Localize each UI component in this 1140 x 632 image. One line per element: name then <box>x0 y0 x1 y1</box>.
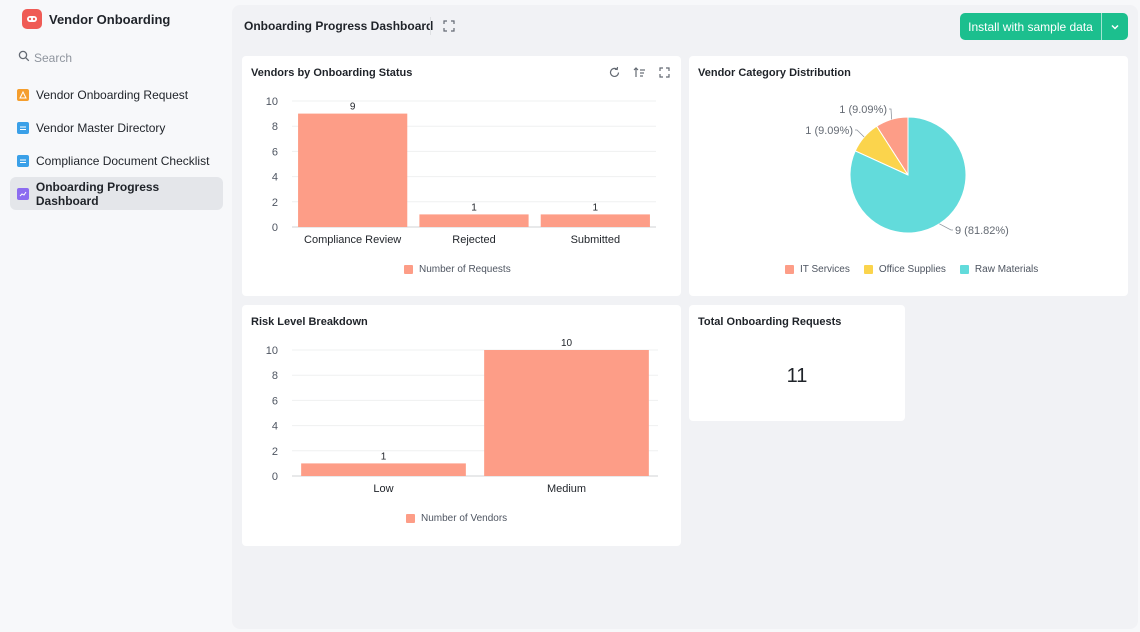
app-header[interactable]: Vendor Onboarding <box>22 8 170 30</box>
refresh-icon[interactable] <box>608 66 621 79</box>
legend-item[interactable]: Raw Materials <box>959 264 1039 275</box>
legend-swatch <box>406 514 415 523</box>
legend-label: Number of Vendors <box>421 513 508 524</box>
data-label: 9 <box>350 102 356 113</box>
y-tick-label: 6 <box>272 395 278 407</box>
legend-item[interactable]: Office Supplies <box>863 264 946 275</box>
y-tick-label: 10 <box>266 345 278 357</box>
sidebar-item-label: Vendor Master Directory <box>36 120 166 135</box>
search-placeholder: Search <box>34 51 73 65</box>
leader-line <box>939 223 953 231</box>
y-tick-label: 4 <box>272 421 278 433</box>
y-tick-label: 8 <box>272 121 278 133</box>
card-title: Vendors by Onboarding Status <box>251 67 413 79</box>
sidebar-item-label: Compliance Document Checklist <box>36 153 210 168</box>
data-label: 1 <box>381 451 387 462</box>
status-chart-card: Vendors by Onboarding Status 0 2 4 6 8 10 9 Com… <box>242 56 681 296</box>
legend-label: Number of Requests <box>419 264 511 275</box>
sidebar: Vendor Onboarding Search Vendor Onboardi… <box>0 0 232 632</box>
install-button-label: Install with sample data <box>968 19 1093 34</box>
leader-line <box>855 129 865 138</box>
y-tick-label: 4 <box>272 172 278 184</box>
legend-label: Raw Materials <box>974 264 1039 275</box>
y-tick-label: 8 <box>272 370 278 382</box>
risk-chart-card: Risk Level Breakdown 0 2 4 6 8 10 1 Low 10 Medium… <box>242 305 681 546</box>
form-icon <box>17 88 29 101</box>
sidebar-item-compliance-document-checklist[interactable]: Compliance Document Checklist <box>10 144 223 177</box>
chart-legend: IT Services Office Supplies Raw Material… <box>785 264 1038 275</box>
card-title: Vendor Category Distribution <box>698 67 851 79</box>
sidebar-item-vendor-onboarding-request[interactable]: Vendor Onboarding Request <box>10 78 223 111</box>
data-label: 1 <box>471 202 477 213</box>
category-pie-chart: 1 (9.09%) 1 (9.09%) 9 (81.82%) <box>805 104 1009 237</box>
legend-swatch <box>863 265 873 274</box>
pie-data-label: 1 (9.09%) <box>805 125 853 137</box>
sidebar-nav: Vendor Onboarding Request Vendor Master … <box>10 78 223 210</box>
data-label: 10 <box>561 338 573 349</box>
search-icon <box>18 49 30 67</box>
bar <box>419 214 529 227</box>
x-tick-label: Rejected <box>452 234 495 246</box>
app-logo-icon <box>22 9 42 29</box>
legend-label: IT Services <box>800 264 850 275</box>
sidebar-item-label: Onboarding Progress Dashboard <box>35 179 160 208</box>
bar <box>484 350 649 476</box>
status-bar-chart: 0 2 4 6 8 10 9 Compliance Review 1 Rejected 1 Submi… <box>266 96 656 246</box>
kpi-value: 11 <box>786 365 808 387</box>
pie-data-label: 1 (9.09%) <box>839 104 887 116</box>
sort-icon[interactable] <box>633 66 646 79</box>
y-tick-label: 10 <box>266 96 278 108</box>
search-input[interactable]: Search <box>18 50 72 66</box>
leader-line <box>889 108 893 120</box>
x-tick-label: Submitted <box>571 234 621 246</box>
fullscreen-icon[interactable] <box>442 19 456 33</box>
y-tick-label: 2 <box>272 446 278 458</box>
card-title: Risk Level Breakdown <box>251 316 368 328</box>
bar <box>298 113 408 227</box>
app-title: Vendor Onboarding <box>49 11 171 27</box>
legend-item[interactable]: Number of Requests <box>404 264 511 275</box>
chart-legend: Number of Requests <box>404 264 511 275</box>
x-tick-label: Compliance Review <box>304 234 401 246</box>
chevron-down-icon[interactable] <box>1102 22 1128 32</box>
x-tick-label: Low <box>373 483 393 495</box>
y-tick-label: 6 <box>272 146 278 158</box>
chart-legend: Number of Vendors <box>406 513 507 524</box>
fullscreen-icon[interactable] <box>658 66 671 79</box>
table-icon <box>17 121 29 134</box>
dashboard-area: Onboarding Progress Dashboard Install wi… <box>232 5 1138 629</box>
y-tick-label: 2 <box>272 197 278 209</box>
sidebar-item-onboarding-progress-dashboard[interactable]: Onboarding Progress Dashboard <box>10 177 223 210</box>
dashboard-icon <box>17 187 29 200</box>
bar <box>301 463 466 476</box>
page-title: Onboarding Progress Dashboard <box>244 19 434 33</box>
total-requests-card: Total Onboarding Requests 11 <box>689 305 905 421</box>
y-tick-label: 0 <box>272 222 278 234</box>
card-title: Total Onboarding Requests <box>698 316 842 328</box>
legend-label: Office Supplies <box>878 264 946 275</box>
category-chart-card: Vendor Category Distribution 1 (9.09%) 1 … <box>689 56 1128 296</box>
table-icon <box>17 154 29 167</box>
pie-data-label: 9 (81.82%) <box>955 225 1009 237</box>
sidebar-item-label: Vendor Onboarding Request <box>36 87 189 102</box>
legend-item[interactable]: Number of Vendors <box>406 513 507 524</box>
pie-slice <box>849 116 967 234</box>
legend-swatch <box>404 265 413 274</box>
divider <box>430 17 431 35</box>
bar <box>540 214 650 227</box>
button-divider <box>1101 13 1102 40</box>
legend-swatch <box>959 265 969 274</box>
card-toolbar <box>608 66 671 79</box>
legend-swatch <box>785 265 794 274</box>
y-tick-label: 0 <box>272 471 278 483</box>
x-tick-label: Medium <box>547 483 586 495</box>
risk-bar-chart: 0 2 4 6 8 10 1 Low 10 Medium <box>266 338 658 495</box>
data-label: 1 <box>593 202 599 213</box>
legend-item[interactable]: IT Services <box>785 264 850 275</box>
install-with-sample-data-button[interactable]: Install with sample data <box>960 13 1128 40</box>
sidebar-item-vendor-master-directory[interactable]: Vendor Master Directory <box>10 111 223 144</box>
